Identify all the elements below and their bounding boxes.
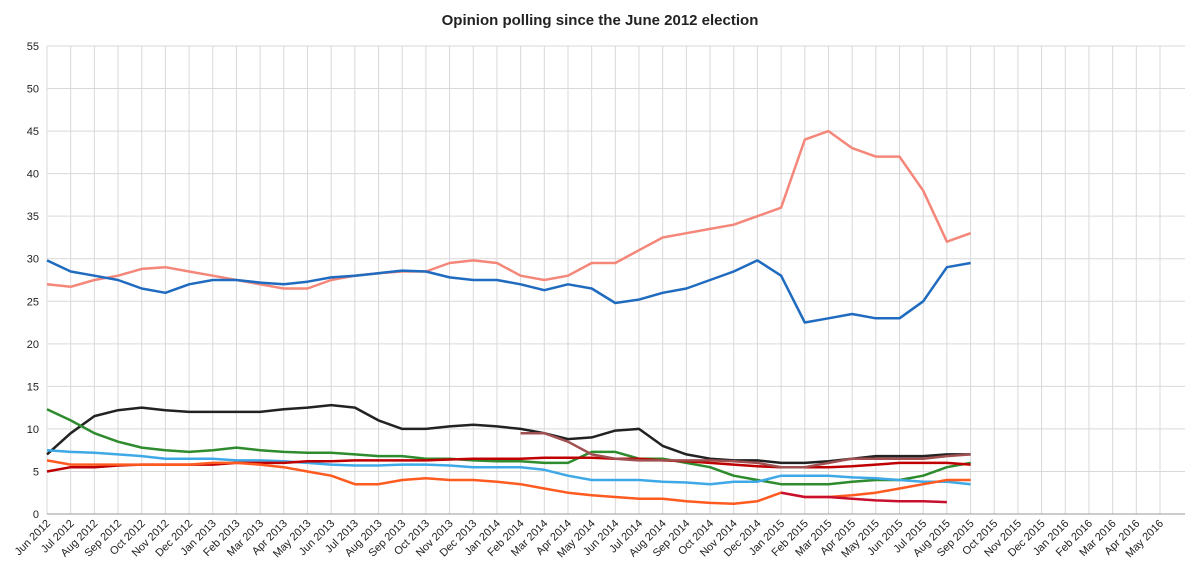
series-line xyxy=(780,491,947,504)
series-line xyxy=(46,448,971,486)
y-tick-label: 0 xyxy=(33,509,39,521)
y-tick-label: 15 xyxy=(27,381,39,393)
y-tick-label: 10 xyxy=(27,424,39,436)
series-line xyxy=(46,403,971,465)
series-line xyxy=(520,431,971,469)
y-tick-label: 5 xyxy=(33,466,39,478)
y-tick-label: 35 xyxy=(27,211,39,223)
series-line xyxy=(46,259,971,324)
y-tick-label: 40 xyxy=(27,169,39,181)
y-tick-label: 30 xyxy=(27,254,39,266)
y-tick-label: 45 xyxy=(27,126,39,138)
series-line xyxy=(46,129,972,290)
y-tick-label: 20 xyxy=(27,339,39,351)
y-tick-label: 55 xyxy=(27,41,39,53)
series-line xyxy=(46,408,971,486)
y-tick-label: 25 xyxy=(27,296,39,308)
chart-title: Opinion polling since the June 2012 elec… xyxy=(442,12,759,29)
y-tick-label: 50 xyxy=(27,84,39,96)
